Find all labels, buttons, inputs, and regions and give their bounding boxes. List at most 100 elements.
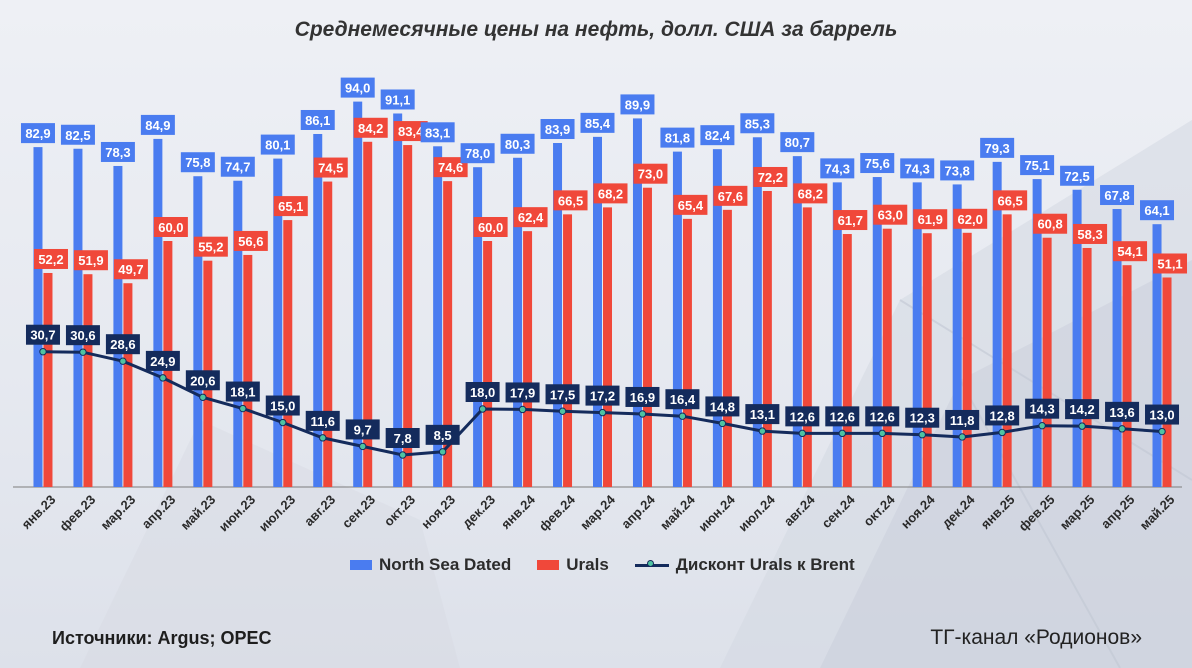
label-urals-май.25: 51,1 xyxy=(1157,256,1182,271)
chart-legend: North Sea Dated Urals Дисконт Urals к Br… xyxy=(350,555,855,575)
x-tick-label-май.25: май.25 xyxy=(1137,492,1178,533)
bar-urals-апр.25 xyxy=(1122,265,1132,487)
label-discount-фев.25: 14,3 xyxy=(1029,402,1054,417)
label-brent-ноя.24-bg xyxy=(900,158,935,179)
x-tick-label-ноя.23: ноя.23 xyxy=(418,492,458,532)
label-urals-июл.23-bg xyxy=(273,196,308,217)
label-urals-мар.24-bg xyxy=(593,183,628,204)
label-discount-окт.23: 7,8 xyxy=(394,431,412,446)
label-urals-апр.25: 54,1 xyxy=(1117,244,1142,259)
bar-brent-фев.25 xyxy=(1032,179,1042,487)
label-urals-фев.24-bg xyxy=(553,190,588,211)
x-tick-label-фев.25: фев.25 xyxy=(1016,492,1058,534)
label-urals-мар.24: 68,2 xyxy=(598,186,623,201)
bar-brent-июн.23 xyxy=(233,180,243,488)
bar-urals-май.25 xyxy=(1162,277,1172,487)
bar-brent-мар.23 xyxy=(113,165,123,487)
bar-brent-фев.23 xyxy=(73,148,83,487)
label-urals-окт.23-bg xyxy=(393,121,428,142)
label-discount-июн.23: 18,1 xyxy=(230,385,255,400)
label-urals-июл.23: 65,1 xyxy=(278,199,303,214)
point-discount-окт.24 xyxy=(878,429,886,438)
label-brent-ноя.24: 74,3 xyxy=(905,161,930,176)
label-urals-авг.23: 74,5 xyxy=(318,161,343,176)
label-urals-янв.23-bg xyxy=(33,248,68,269)
label-urals-янв.23: 52,2 xyxy=(38,252,63,267)
label-brent-мар.23-bg xyxy=(100,141,135,162)
point-discount-янв.24 xyxy=(518,405,527,414)
point-discount-апр.24 xyxy=(638,410,647,418)
label-brent-дек.23: 78,0 xyxy=(465,146,490,161)
bar-brent-сен.23 xyxy=(353,101,363,487)
point-discount-май.24 xyxy=(678,412,687,420)
label-brent-сен.23: 94,0 xyxy=(345,81,370,96)
label-discount-май.23-bg xyxy=(185,370,220,391)
bar-brent-апр.23 xyxy=(153,138,163,487)
label-discount-янв.23: 30,7 xyxy=(30,328,55,343)
label-brent-мар.25-bg xyxy=(1060,165,1095,186)
label-brent-янв.23-bg xyxy=(20,123,55,144)
bar-brent-янв.23 xyxy=(33,147,43,488)
bar-urals-мар.23 xyxy=(123,283,133,487)
legend-label-urals: Urals xyxy=(566,555,609,574)
legend-swatch-brent xyxy=(350,560,372,570)
bar-brent-окт.23 xyxy=(393,113,403,488)
point-discount-сен.24 xyxy=(838,429,846,438)
bar-urals-фев.25 xyxy=(1042,237,1052,487)
label-brent-апр.23: 84,9 xyxy=(145,118,170,133)
bar-brent-дек.23 xyxy=(473,167,483,487)
bar-urals-дек.23 xyxy=(483,241,493,487)
bar-brent-июл.24 xyxy=(752,137,762,487)
bar-urals-янв.24 xyxy=(523,231,533,487)
point-discount-мар.24 xyxy=(598,408,607,417)
label-brent-авг.24: 80,7 xyxy=(785,135,810,150)
bar-brent-дек.24 xyxy=(952,184,962,488)
label-brent-сен.24: 74,3 xyxy=(825,161,850,176)
x-tick-label-июн.24: июн.24 xyxy=(695,491,738,534)
label-urals-ноя.23: 74,6 xyxy=(438,160,463,175)
label-discount-апр.25: 13,6 xyxy=(1109,405,1134,420)
x-tick-label-апр.24: апр.24 xyxy=(618,491,658,531)
label-brent-фев.25: 75,1 xyxy=(1024,158,1049,173)
label-discount-апр.23-bg xyxy=(145,350,180,371)
bar-urals-янв.25 xyxy=(1002,214,1012,487)
point-discount-июн.24 xyxy=(718,419,727,428)
label-urals-июн.23: 56,6 xyxy=(238,234,263,249)
x-tick-label-окт.24: окт.24 xyxy=(860,491,898,529)
label-urals-май.24-bg xyxy=(673,194,708,215)
label-brent-апр.25: 67,8 xyxy=(1104,188,1129,203)
label-brent-авг.23-bg xyxy=(300,109,335,130)
bar-brent-фев.24 xyxy=(553,143,563,487)
label-discount-янв.25-bg xyxy=(985,405,1020,426)
label-brent-апр.24-bg xyxy=(620,94,655,115)
bar-brent-янв.25 xyxy=(992,161,1002,487)
point-discount-фев.25 xyxy=(1038,421,1046,430)
x-tick-label-апр.23: апр.23 xyxy=(139,492,179,532)
bar-brent-май.24 xyxy=(672,151,682,487)
bar-urals-ноя.23 xyxy=(443,181,453,487)
legend-label-discount: Дисконт Urals к Brent xyxy=(675,555,855,574)
point-discount-авг.23 xyxy=(319,434,327,442)
x-tick-label-мар.24: мар.24 xyxy=(577,491,618,532)
bar-brent-окт.24 xyxy=(872,177,882,488)
label-brent-май.25: 64,1 xyxy=(1144,203,1169,218)
label-brent-июн.24: 82,4 xyxy=(705,128,731,143)
label-discount-июл.24-bg xyxy=(745,404,780,425)
bar-brent-май.25 xyxy=(1152,224,1162,487)
label-discount-авг.23: 11,6 xyxy=(310,414,335,429)
x-tick-label-янв.23: янв.23 xyxy=(18,492,58,532)
x-tick-label-май.24: май.24 xyxy=(657,491,698,532)
bar-brent-мар.25 xyxy=(1072,189,1082,487)
label-brent-ноя.23-bg xyxy=(420,122,455,143)
x-tick-label-июн.23: июн.23 xyxy=(216,492,258,534)
label-urals-май.24: 65,4 xyxy=(678,198,704,213)
bar-brent-апр.25 xyxy=(1112,209,1122,487)
label-brent-мар.23: 78,3 xyxy=(105,145,130,160)
label-discount-янв.24: 17,9 xyxy=(510,385,535,400)
label-urals-мар.23-bg xyxy=(113,259,148,280)
label-discount-авг.24: 12,6 xyxy=(790,409,815,424)
bar-urals-июл.24 xyxy=(762,190,772,488)
point-discount-мар.23 xyxy=(119,357,127,365)
x-tick-label-авг.23: авг.23 xyxy=(301,492,338,529)
label-brent-фев.23: 82,5 xyxy=(65,128,90,143)
